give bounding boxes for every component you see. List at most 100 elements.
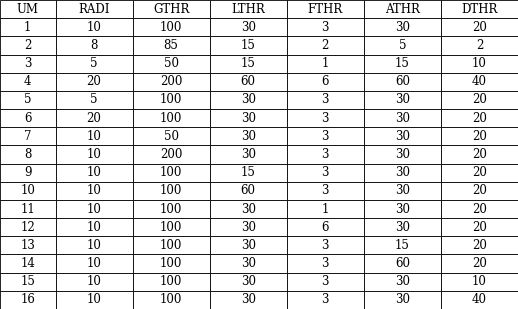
Bar — [364, 73, 441, 91]
Bar — [441, 218, 518, 236]
Bar — [133, 109, 210, 127]
Text: 13: 13 — [20, 239, 35, 252]
Bar — [364, 236, 441, 255]
Text: 30: 30 — [241, 275, 256, 288]
Text: 30: 30 — [395, 184, 410, 197]
Bar — [210, 218, 287, 236]
Text: 15: 15 — [241, 39, 256, 52]
Bar — [364, 182, 441, 200]
Bar — [441, 54, 518, 73]
Text: 30: 30 — [241, 221, 256, 234]
Bar — [0, 255, 55, 273]
Text: 20: 20 — [472, 21, 487, 34]
Bar — [133, 182, 210, 200]
Bar — [133, 54, 210, 73]
Bar — [210, 163, 287, 182]
Text: 10: 10 — [87, 239, 102, 252]
Bar — [0, 18, 55, 36]
Text: 20: 20 — [472, 202, 487, 216]
Text: 20: 20 — [87, 112, 102, 125]
Text: 15: 15 — [241, 57, 256, 70]
Text: 10: 10 — [87, 257, 102, 270]
Bar — [441, 273, 518, 291]
Bar — [133, 91, 210, 109]
Text: 5: 5 — [399, 39, 406, 52]
Text: 20: 20 — [472, 112, 487, 125]
Bar — [287, 218, 364, 236]
Text: 15: 15 — [241, 166, 256, 179]
Text: ATHR: ATHR — [385, 2, 420, 15]
Bar — [287, 0, 364, 18]
Bar — [364, 36, 441, 54]
Text: 10: 10 — [87, 21, 102, 34]
Text: 8: 8 — [90, 39, 98, 52]
Text: 20: 20 — [87, 75, 102, 88]
Bar — [133, 73, 210, 91]
Text: 30: 30 — [395, 21, 410, 34]
Text: 200: 200 — [160, 148, 182, 161]
Bar — [133, 291, 210, 309]
Text: DTHR: DTHR — [461, 2, 498, 15]
Bar — [133, 146, 210, 163]
Bar — [55, 291, 133, 309]
Bar — [287, 163, 364, 182]
Bar — [287, 255, 364, 273]
Bar — [287, 127, 364, 146]
Text: 100: 100 — [160, 21, 182, 34]
Bar — [55, 182, 133, 200]
Bar — [210, 0, 287, 18]
Text: 100: 100 — [160, 275, 182, 288]
Bar — [55, 236, 133, 255]
Text: 30: 30 — [241, 130, 256, 143]
Text: 3: 3 — [322, 166, 329, 179]
Text: 15: 15 — [395, 239, 410, 252]
Bar — [210, 54, 287, 73]
Text: 40: 40 — [472, 75, 487, 88]
Bar — [55, 127, 133, 146]
Text: RADI: RADI — [78, 2, 110, 15]
Bar — [133, 236, 210, 255]
Bar — [0, 200, 55, 218]
Text: 3: 3 — [322, 130, 329, 143]
Text: 10: 10 — [87, 294, 102, 307]
Text: 10: 10 — [87, 148, 102, 161]
Bar — [287, 73, 364, 91]
Text: 85: 85 — [164, 39, 179, 52]
Bar — [364, 163, 441, 182]
Bar — [364, 255, 441, 273]
Bar — [210, 146, 287, 163]
Bar — [55, 18, 133, 36]
Text: 3: 3 — [322, 148, 329, 161]
Bar — [133, 18, 210, 36]
Bar — [364, 18, 441, 36]
Text: 100: 100 — [160, 93, 182, 107]
Text: 10: 10 — [472, 57, 487, 70]
Text: 1: 1 — [322, 57, 329, 70]
Bar — [133, 127, 210, 146]
Bar — [55, 54, 133, 73]
Bar — [133, 255, 210, 273]
Bar — [55, 109, 133, 127]
Text: 1: 1 — [24, 21, 32, 34]
Bar — [0, 163, 55, 182]
Text: 3: 3 — [24, 57, 32, 70]
Bar — [210, 36, 287, 54]
Text: 3: 3 — [322, 112, 329, 125]
Text: 5: 5 — [90, 93, 98, 107]
Bar — [364, 0, 441, 18]
Text: 30: 30 — [241, 93, 256, 107]
Bar — [0, 273, 55, 291]
Bar — [55, 255, 133, 273]
Text: 30: 30 — [395, 148, 410, 161]
Text: 3: 3 — [322, 239, 329, 252]
Text: 10: 10 — [87, 130, 102, 143]
Text: 6: 6 — [322, 221, 329, 234]
Text: 100: 100 — [160, 112, 182, 125]
Text: 5: 5 — [24, 93, 32, 107]
Bar — [55, 0, 133, 18]
Bar — [210, 73, 287, 91]
Bar — [55, 36, 133, 54]
Bar — [55, 73, 133, 91]
Bar — [210, 18, 287, 36]
Text: FTHR: FTHR — [308, 2, 343, 15]
